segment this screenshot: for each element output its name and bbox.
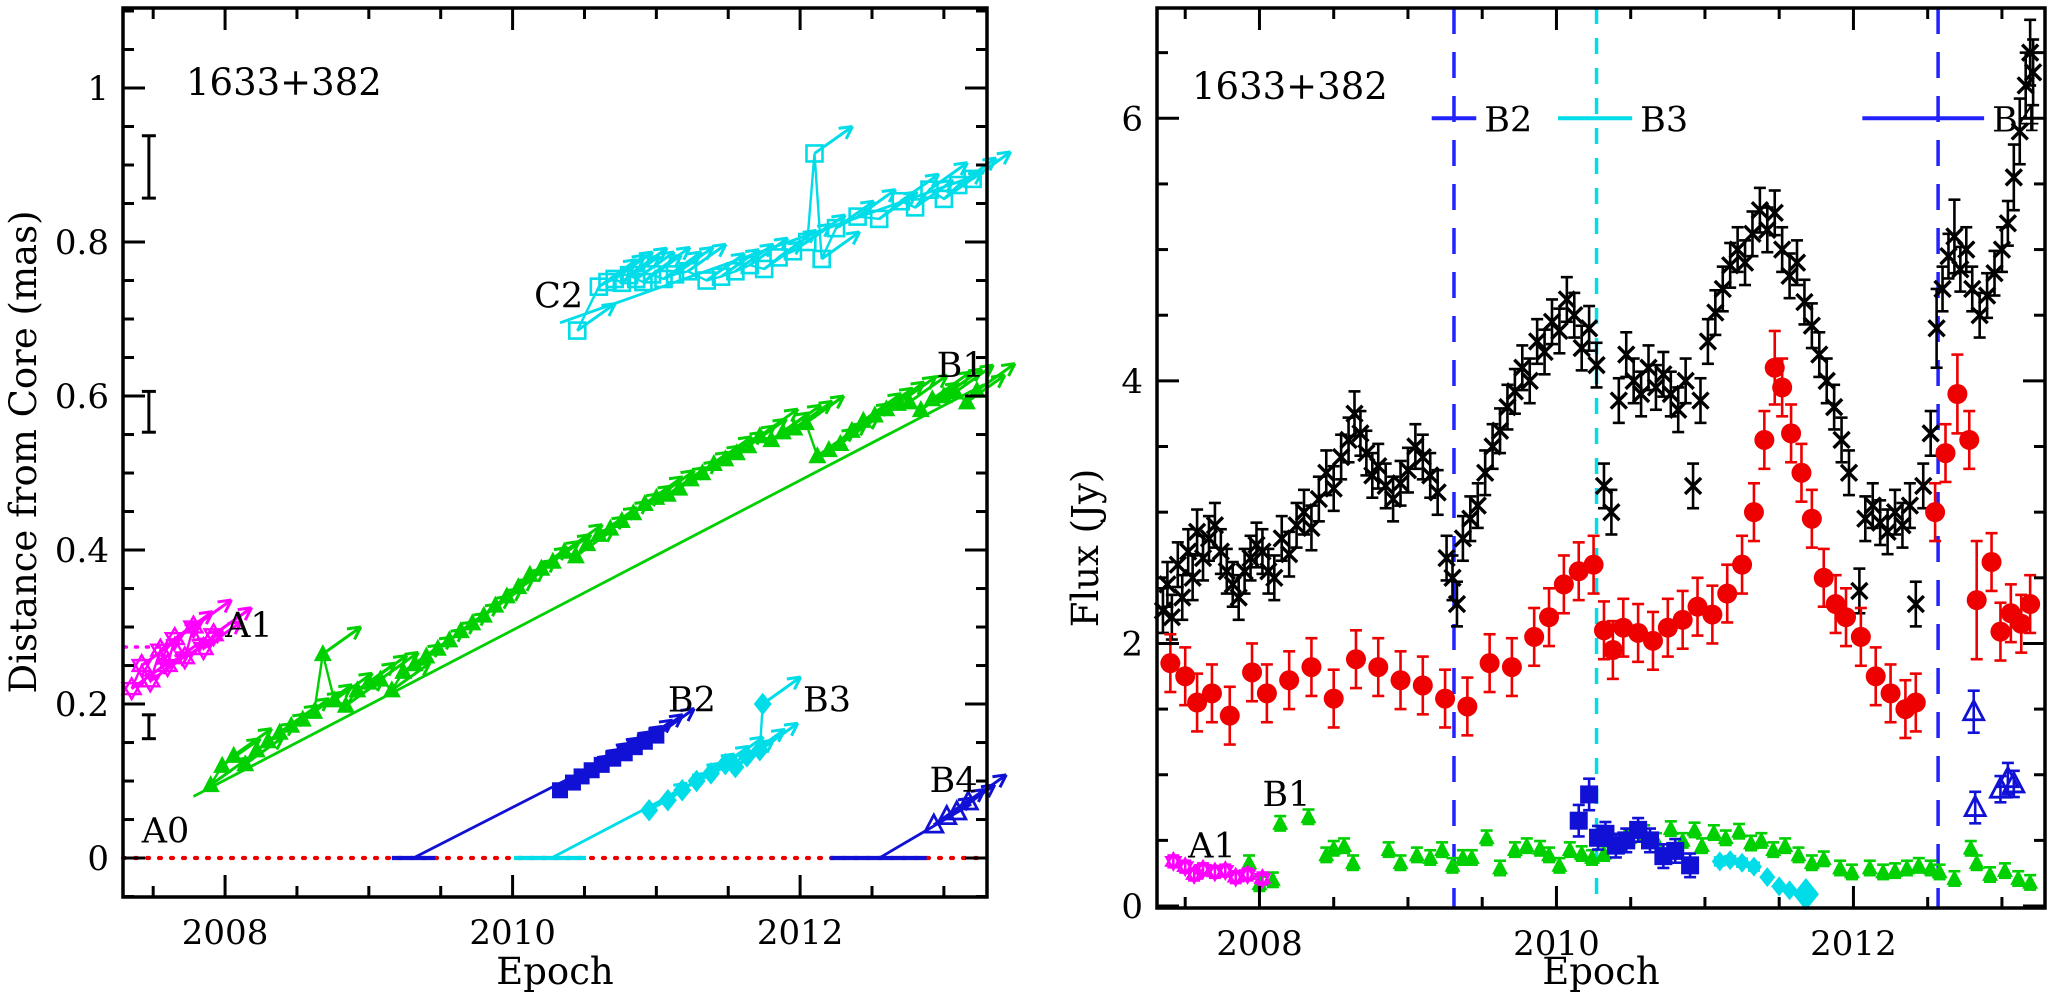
svg-text:A1: A1	[224, 606, 273, 646]
plot-render-layer: A0 A1 B1 C2 B2 B3 B4 2008 2010 2012 0 0.2 0.4 0.6 0.8 1…	[55, 6, 2047, 964]
svg-text:1: 1	[87, 69, 109, 109]
left-panel-title: 1633+382	[186, 61, 382, 104]
svg-text:2010: 2010	[469, 913, 556, 953]
svg-text:B1: B1	[937, 346, 985, 386]
svg-text:C2: C2	[534, 276, 583, 316]
svg-text:B2: B2	[668, 681, 716, 721]
svg-text:0.2: 0.2	[55, 685, 109, 725]
svg-text:2010: 2010	[1513, 924, 1600, 964]
svg-text:0: 0	[87, 839, 109, 879]
svg-text:2008: 2008	[1216, 924, 1303, 964]
svg-text:6: 6	[1121, 99, 1143, 139]
svg-text:2008: 2008	[182, 913, 269, 953]
svg-text:B1: B1	[1262, 775, 1310, 815]
svg-text:A0: A0	[141, 812, 190, 852]
svg-text:B3: B3	[803, 681, 851, 721]
left-x-axis-label: Epoch	[496, 950, 614, 993]
right-panel-title: 1633+382	[1192, 65, 1388, 108]
svg-text:0.4: 0.4	[55, 531, 109, 571]
svg-text:0.6: 0.6	[55, 377, 109, 417]
svg-text:0: 0	[1121, 887, 1143, 927]
left-y-axis-label: Distance from Core (mas)	[2, 210, 45, 693]
right-y-axis-label: Flux (Jy)	[1064, 469, 1107, 628]
svg-text:4: 4	[1121, 362, 1143, 402]
svg-text:B3: B3	[1640, 100, 1688, 140]
svg-text:2012: 2012	[757, 913, 844, 953]
svg-text:A1: A1	[1187, 826, 1236, 866]
svg-text:2: 2	[1121, 624, 1143, 664]
svg-text:B2: B2	[1484, 100, 1532, 140]
svg-text:B4: B4	[929, 761, 977, 801]
right-x-axis-label: Epoch	[1542, 950, 1660, 993]
svg-text:0.8: 0.8	[55, 223, 109, 263]
svg-text:2012: 2012	[1810, 924, 1897, 964]
